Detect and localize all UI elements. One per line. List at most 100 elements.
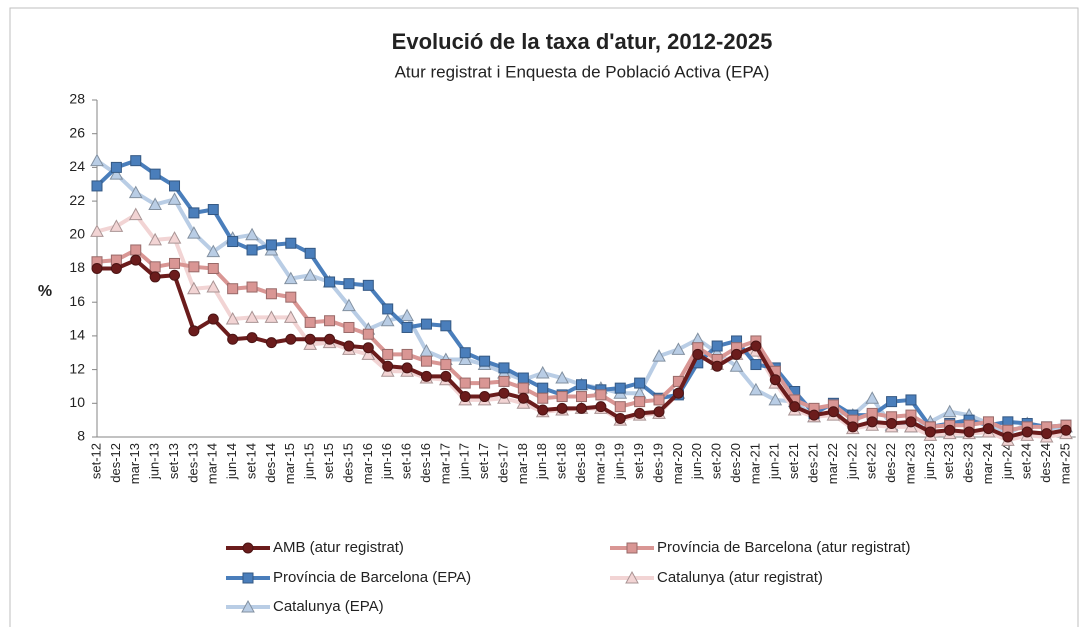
legend-marker <box>625 570 639 584</box>
point <box>169 257 181 269</box>
point <box>90 153 104 167</box>
point <box>459 347 471 359</box>
x-tick-label: mar-24 <box>980 443 995 484</box>
point <box>304 316 316 328</box>
x-tick-label: set-22 <box>864 443 879 479</box>
point <box>517 392 529 404</box>
x-tick-label: jun-24 <box>999 443 1014 480</box>
x-tick-label: jun-17 <box>457 443 472 480</box>
point <box>711 360 723 372</box>
point <box>283 271 298 285</box>
point <box>982 423 994 435</box>
point <box>634 407 646 419</box>
x-tick-label: mar-21 <box>747 443 762 484</box>
point <box>440 359 452 371</box>
legend-label: AMB (atur registrat) <box>273 539 404 556</box>
point <box>905 416 917 428</box>
point <box>187 226 201 239</box>
x-tick-label: des-21 <box>805 443 820 483</box>
point <box>556 402 568 414</box>
point <box>227 236 239 248</box>
x-tick-label: des-19 <box>650 443 665 483</box>
x-tick-label: mar-18 <box>515 443 530 484</box>
point <box>595 389 607 401</box>
point <box>342 298 356 312</box>
point <box>188 261 200 273</box>
point <box>537 382 549 394</box>
point <box>361 347 376 360</box>
point <box>128 207 143 221</box>
point <box>148 232 162 246</box>
point <box>149 261 161 273</box>
point <box>576 391 587 403</box>
point <box>653 394 665 406</box>
point <box>634 396 646 408</box>
point <box>401 321 413 333</box>
x-tick-label: set-12 <box>88 443 103 479</box>
point <box>245 310 259 323</box>
point <box>283 310 298 323</box>
point <box>304 333 316 345</box>
point <box>479 355 491 367</box>
point <box>420 370 432 382</box>
point <box>343 321 355 333</box>
point <box>517 382 529 394</box>
point <box>750 340 762 352</box>
point <box>303 268 318 281</box>
point <box>206 279 221 293</box>
point <box>207 313 219 325</box>
point <box>264 310 279 323</box>
legend-marker <box>626 542 638 554</box>
point <box>653 406 665 418</box>
point <box>789 401 801 413</box>
point <box>382 303 394 315</box>
point <box>169 269 181 281</box>
point <box>576 402 587 414</box>
point <box>614 401 626 413</box>
point <box>711 340 723 352</box>
point <box>110 161 122 173</box>
point <box>207 204 219 216</box>
point <box>458 352 473 365</box>
point <box>401 362 413 374</box>
point <box>343 278 355 290</box>
point <box>459 391 471 403</box>
point <box>285 291 297 303</box>
point <box>749 382 763 396</box>
x-tick-label: jun-21 <box>767 443 782 480</box>
point <box>130 254 142 266</box>
point <box>362 328 374 340</box>
y-tick-label: 24 <box>69 158 85 174</box>
point <box>498 375 510 387</box>
x-tick-label: mar-20 <box>670 443 685 484</box>
chart-frame <box>9 7 1079 632</box>
point <box>1002 431 1014 443</box>
x-tick-label: set-15 <box>321 443 336 479</box>
point <box>245 227 259 241</box>
legend-label: Província de Barcelona (EPA) <box>273 569 471 586</box>
point <box>227 333 239 345</box>
point <box>905 394 917 406</box>
point <box>440 320 452 332</box>
point <box>886 418 898 430</box>
x-tick-label: jun-23 <box>922 443 937 480</box>
x-tick-label: des-15 <box>340 443 355 483</box>
x-tick-label: jun-19 <box>612 443 627 480</box>
point <box>440 370 452 382</box>
point <box>382 360 394 372</box>
x-tick-label: set-17 <box>476 443 491 479</box>
x-tick-label: des-22 <box>883 443 898 483</box>
series <box>91 254 1072 443</box>
point <box>671 342 686 355</box>
point <box>768 392 783 406</box>
point <box>128 185 143 199</box>
y-tick-label: 20 <box>69 226 85 242</box>
x-tick-label: mar-15 <box>282 443 297 484</box>
legend-marker <box>241 599 255 613</box>
x-tick-label: set-24 <box>1019 443 1034 479</box>
point <box>187 281 201 295</box>
y-tick-label: 18 <box>69 259 85 275</box>
point <box>808 409 820 421</box>
x-tick-label: des-18 <box>573 443 588 483</box>
point <box>479 377 491 389</box>
